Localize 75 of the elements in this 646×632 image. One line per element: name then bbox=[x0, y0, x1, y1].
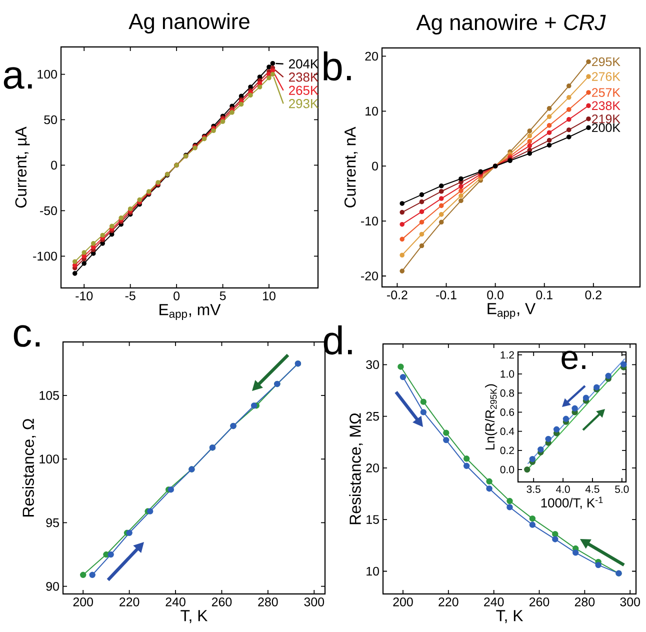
x-axis-title: E$_{app}$, mV bbox=[160, 304, 221, 320]
x-tick-label: 240 bbox=[484, 598, 504, 606]
x-axis-title: 1000/T, K$^{-1}$ bbox=[541, 496, 603, 509]
y-tick-label: 0.0 bbox=[500, 466, 514, 474]
y-tick-label: 105 bbox=[40, 391, 59, 400]
x-tick-label: 3.5 bbox=[526, 486, 540, 493]
y-tick-label: 0.2 bbox=[500, 446, 514, 454]
y-tick-label: 20 bbox=[365, 52, 378, 61]
y-tick-label: 10 bbox=[366, 106, 378, 116]
y-axis-title: Current, nA bbox=[344, 126, 358, 208]
text: a. bbox=[4, 67, 32, 89]
chart-title: Ag nanowire bbox=[128, 13, 250, 34]
y-tick-label: 50 bbox=[44, 115, 57, 124]
x-tick-label: 5 bbox=[220, 292, 226, 300]
series-label: 257K bbox=[592, 88, 620, 97]
x-axis-title: E$_{app}$, V bbox=[488, 303, 536, 320]
y-tick-label: 0 bbox=[51, 160, 57, 170]
text: c. bbox=[14, 325, 40, 347]
legend-label: 204K bbox=[289, 59, 318, 68]
y-tick-label: 90 bbox=[46, 582, 59, 591]
text: b. bbox=[324, 51, 351, 81]
x-axis-title: T, K bbox=[496, 610, 524, 624]
y-tick-label: 0.8 bbox=[500, 389, 514, 397]
y-tick-label: 30 bbox=[366, 360, 379, 370]
y-axis-title: Current, µA bbox=[15, 126, 30, 208]
x-tick-label: -5 bbox=[125, 292, 136, 300]
x-tick-label: 280 bbox=[574, 598, 595, 606]
x-tick-label: -10 bbox=[76, 292, 93, 300]
series-label: 295K bbox=[592, 57, 620, 66]
x-tick-label: -0.1 bbox=[436, 290, 456, 300]
y-tick-label: -10 bbox=[361, 216, 378, 226]
x-tick-label: 10 bbox=[263, 292, 276, 300]
y-tick-label: -100 bbox=[33, 252, 57, 261]
y-tick-label: 1.0 bbox=[500, 370, 514, 378]
y-axis-title: Resistance, Ω bbox=[22, 418, 36, 516]
series-label: 276K bbox=[592, 72, 620, 81]
x-tick-label: 4.0 bbox=[556, 486, 570, 493]
x-tick-label: 0.1 bbox=[536, 290, 552, 300]
x-tick-label: 0 bbox=[174, 292, 180, 300]
x-tick-label: 260 bbox=[212, 598, 232, 606]
y-tick-label: 0.6 bbox=[500, 408, 514, 416]
x-tick-label: 220 bbox=[120, 598, 140, 606]
y-tick-label: -50 bbox=[40, 206, 57, 216]
x-tick-label: 200 bbox=[393, 598, 413, 606]
y-tick-label: 25 bbox=[366, 412, 379, 421]
y-tick-label: 100 bbox=[40, 454, 59, 464]
x-tick-label: 240 bbox=[166, 598, 186, 606]
series-label: 200K bbox=[592, 123, 620, 132]
x-tick-label: 0.2 bbox=[585, 290, 602, 300]
y-tick-label: 1.2 bbox=[500, 351, 514, 359]
x-tick-label: 5.0 bbox=[615, 486, 629, 493]
chart-title: Ag nanowire + CRJ bbox=[416, 14, 606, 34]
y-tick-label: 10 bbox=[366, 566, 379, 576]
y-axis-title: Ln(R/R$_{295K}$) bbox=[485, 384, 498, 450]
x-tick-label: 300 bbox=[620, 598, 640, 606]
series-label: 219K bbox=[592, 114, 620, 124]
x-tick-label: 0.0 bbox=[487, 290, 504, 300]
x-tick-label: 220 bbox=[438, 598, 458, 606]
y-tick-label: 0 bbox=[372, 162, 378, 171]
series-label: 238K bbox=[592, 101, 620, 110]
x-tick-label: 200 bbox=[73, 598, 94, 606]
y-axis-title: Resistance, MΩ bbox=[349, 413, 363, 524]
x-tick-label: 300 bbox=[304, 598, 324, 606]
x-axis-title: T, K bbox=[180, 610, 208, 624]
y-tick-label: 100 bbox=[38, 70, 57, 79]
y-tick-label: 20 bbox=[366, 464, 379, 472]
x-tick-label: 4.5 bbox=[585, 486, 600, 493]
annotation: d. bbox=[324, 325, 352, 355]
x-tick-label: -0.2 bbox=[387, 290, 408, 300]
y-tick-label: 0.4 bbox=[500, 428, 514, 436]
y-tick-label: 95 bbox=[46, 518, 59, 528]
y-tick-label: 15 bbox=[366, 515, 379, 524]
x-tick-label: 280 bbox=[258, 598, 278, 606]
x-tick-label: 260 bbox=[529, 598, 550, 606]
y-tick-label: -20 bbox=[361, 272, 378, 280]
